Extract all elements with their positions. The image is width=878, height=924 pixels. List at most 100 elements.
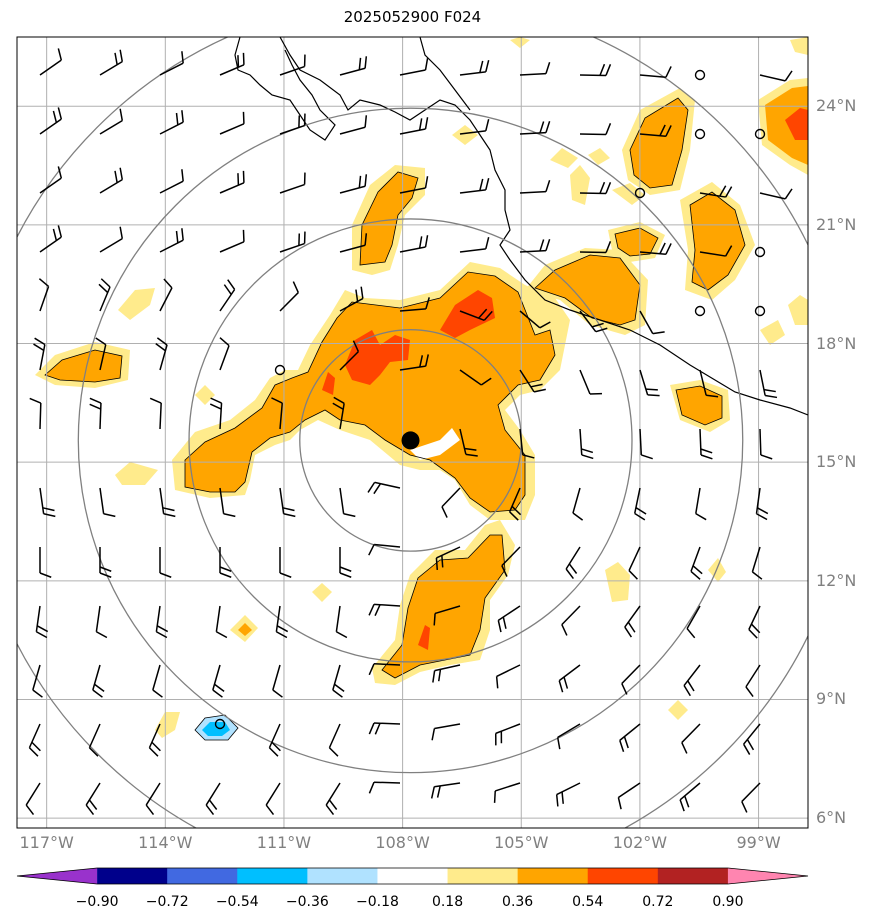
field-contour-orange xyxy=(615,228,658,256)
field-contour-orange xyxy=(690,192,745,290)
wind-barb xyxy=(435,546,461,570)
wind-barb xyxy=(219,547,232,578)
field-contour-negative xyxy=(202,722,230,736)
field-contour-light xyxy=(550,148,578,168)
wind-barb xyxy=(683,664,701,697)
wind-barb xyxy=(519,238,551,253)
wind-barb xyxy=(399,58,429,76)
wind-barb xyxy=(699,428,713,460)
wind-barb xyxy=(89,397,102,430)
wind-barb xyxy=(159,487,176,518)
wind-barb xyxy=(35,605,49,639)
field-contour-light xyxy=(155,712,180,738)
wind-barb xyxy=(628,546,641,580)
wind-barb xyxy=(519,428,535,459)
field-contour-light xyxy=(588,148,610,165)
wind-barb xyxy=(99,108,124,135)
wind-barb xyxy=(639,124,672,138)
colorbar-segment xyxy=(517,868,589,884)
wind-barb xyxy=(579,310,608,333)
wind-barb xyxy=(495,664,521,689)
field-contour-orange xyxy=(360,172,418,265)
wind-barb xyxy=(493,782,521,803)
wind-barb xyxy=(399,117,429,135)
wind-barb xyxy=(556,723,581,750)
wind-barb xyxy=(328,723,341,757)
colorbar-segment xyxy=(97,868,168,884)
wind-barb xyxy=(639,369,660,397)
wind-barb xyxy=(690,546,703,580)
wind-barb xyxy=(431,723,461,741)
field-contour-light xyxy=(760,320,785,345)
wind-barb xyxy=(399,176,429,194)
colorbar-tick-label: −0.18 xyxy=(356,894,399,910)
wind-barb xyxy=(99,547,112,578)
wind-barb xyxy=(639,428,653,460)
field-contour-light xyxy=(452,125,478,145)
field-contour-light xyxy=(312,583,332,602)
wind-barb xyxy=(742,723,761,755)
wind-barb xyxy=(271,397,284,430)
wind-barb xyxy=(639,242,672,256)
wind-barb xyxy=(633,487,647,521)
colorbar-segment xyxy=(657,868,729,884)
wind-barb xyxy=(279,172,306,194)
colorbar-extend-min xyxy=(17,868,98,884)
wind-barb xyxy=(639,66,672,79)
wind-barb xyxy=(679,782,701,812)
wind-barb xyxy=(92,664,105,698)
wind-barb xyxy=(368,781,401,794)
wind-barb xyxy=(212,664,225,698)
wind-barb xyxy=(275,605,289,639)
calm-wind-marker xyxy=(694,69,706,81)
wind-barb xyxy=(159,51,184,76)
wind-barb xyxy=(159,169,184,194)
wind-barb xyxy=(155,337,168,371)
wind-barb xyxy=(339,56,368,76)
wind-barb xyxy=(695,487,707,521)
wind-barb xyxy=(268,723,281,757)
wind-barb xyxy=(368,543,401,556)
wind-barb xyxy=(95,605,108,639)
wind-barb xyxy=(459,369,492,386)
wind-barb xyxy=(579,428,594,460)
lon-tick-label: 111°W xyxy=(256,833,312,852)
colorbar-segment xyxy=(377,868,449,884)
coastline xyxy=(234,37,336,141)
wind-barb xyxy=(519,61,551,76)
wind-barb xyxy=(441,487,461,518)
lon-tick-label: 108°W xyxy=(375,833,430,852)
wind-barb xyxy=(579,369,602,395)
colorbar-segment xyxy=(307,868,378,884)
field-contour-light xyxy=(570,165,590,205)
wind-barb xyxy=(33,337,46,371)
wind-barb xyxy=(459,177,490,194)
wind-barb xyxy=(399,354,429,371)
wind-barb xyxy=(497,605,521,633)
wind-barb xyxy=(565,546,581,580)
wind-barb xyxy=(152,664,163,698)
lat-tick-label: 18°N xyxy=(816,333,857,353)
wind-barb xyxy=(459,59,490,76)
wind-barb xyxy=(681,723,701,754)
wind-barb xyxy=(39,107,63,135)
wind-barb xyxy=(508,487,522,521)
range-ring xyxy=(77,107,744,774)
field-contour-orange xyxy=(630,98,688,188)
wind-barb xyxy=(459,236,490,253)
wind-barb xyxy=(339,233,368,253)
wind-barb xyxy=(155,605,169,639)
colorbar-tick-label: 0.54 xyxy=(572,894,604,910)
wind-barb xyxy=(39,166,63,194)
wind-barb xyxy=(459,308,493,321)
wind-barb xyxy=(555,782,581,807)
wind-barb xyxy=(572,487,584,521)
wind-barb xyxy=(339,487,356,518)
storm-center-marker xyxy=(401,431,420,450)
wind-barb xyxy=(219,279,236,312)
lat-tick-label: 6°N xyxy=(816,808,847,828)
wind-barb xyxy=(339,340,360,371)
wind-barb xyxy=(98,278,111,312)
wind-barb xyxy=(159,228,184,253)
wind-barb xyxy=(88,723,101,757)
